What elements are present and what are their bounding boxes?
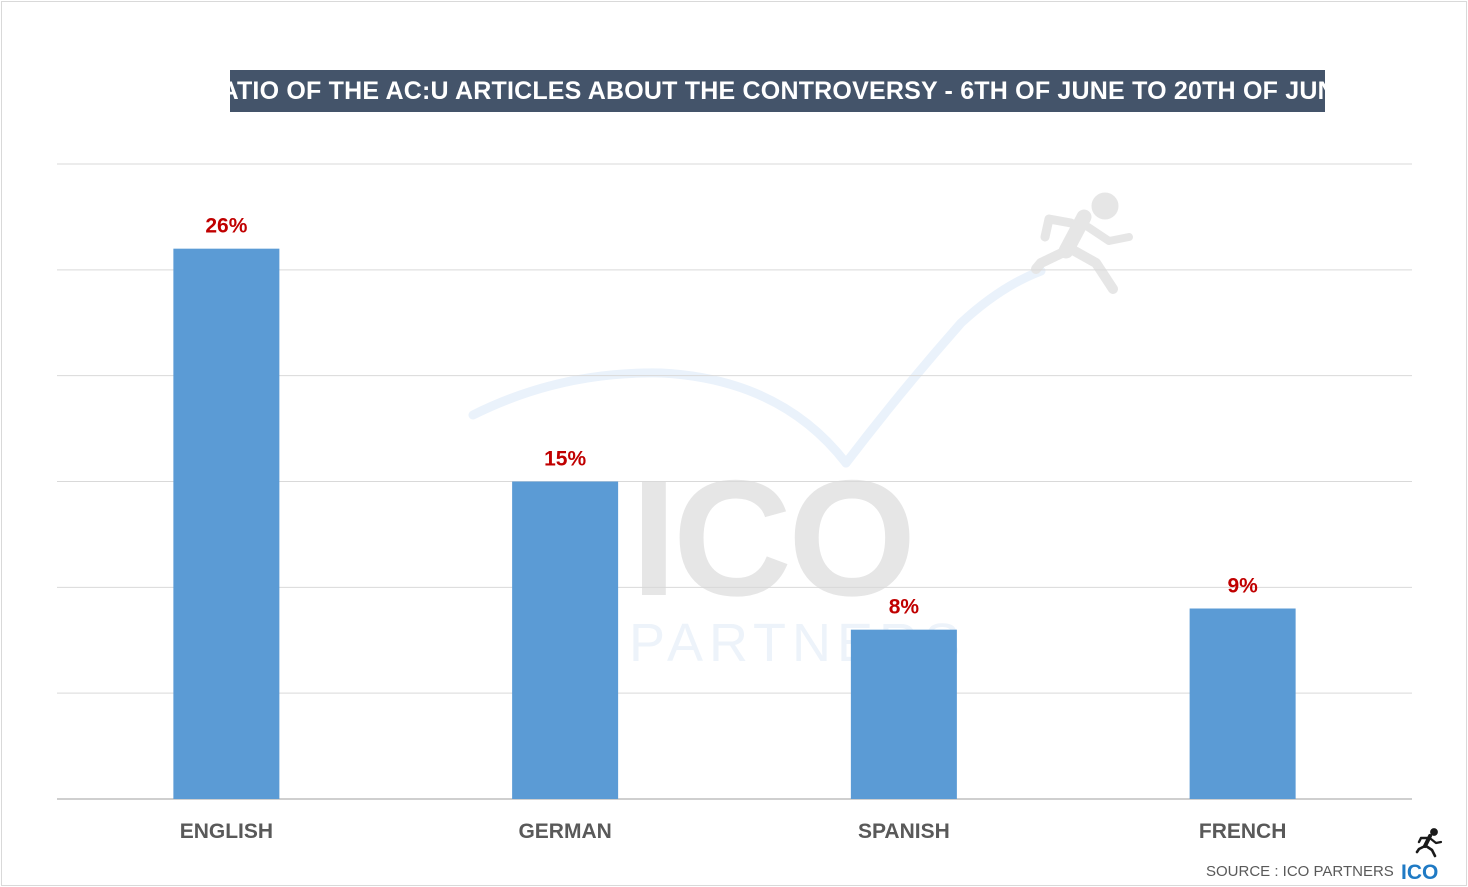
- bar-english: [173, 248, 280, 799]
- watermark-running-man-icon: [1031, 192, 1133, 294]
- data-label-english: 26%: [205, 215, 247, 238]
- x-tick-label-french: FRENCH: [1199, 820, 1287, 843]
- bar-french: [1189, 608, 1296, 799]
- footer-logo-text: ICO: [1401, 861, 1438, 883]
- watermark-swoosh-arc: [468, 368, 851, 468]
- chart-title-banner: RATIO OF THE AC:U ARTICLES ABOUT THE CON…: [202, 70, 1353, 112]
- data-label-french: 9%: [1227, 575, 1258, 598]
- data-label-german: 15%: [544, 448, 586, 471]
- source-note: SOURCE : ICO PARTNERS: [1206, 863, 1394, 880]
- x-tick-label-german: GERMAN: [518, 820, 611, 843]
- x-tick-label-english: ENGLISH: [180, 820, 273, 843]
- chart-title: RATIO OF THE AC:U ARTICLES ABOUT THE CON…: [202, 76, 1353, 105]
- x-tick-label-spanish: SPANISH: [858, 820, 950, 843]
- watermark-logo-text: ICO: [631, 446, 912, 630]
- running-man-icon: [1415, 828, 1443, 858]
- data-label-spanish: 8%: [889, 596, 920, 619]
- bar-german: [512, 481, 619, 799]
- bar-spanish: [850, 629, 957, 799]
- footer-logo: ICO: [1401, 828, 1443, 883]
- watermark-check-stroke: [841, 266, 1046, 468]
